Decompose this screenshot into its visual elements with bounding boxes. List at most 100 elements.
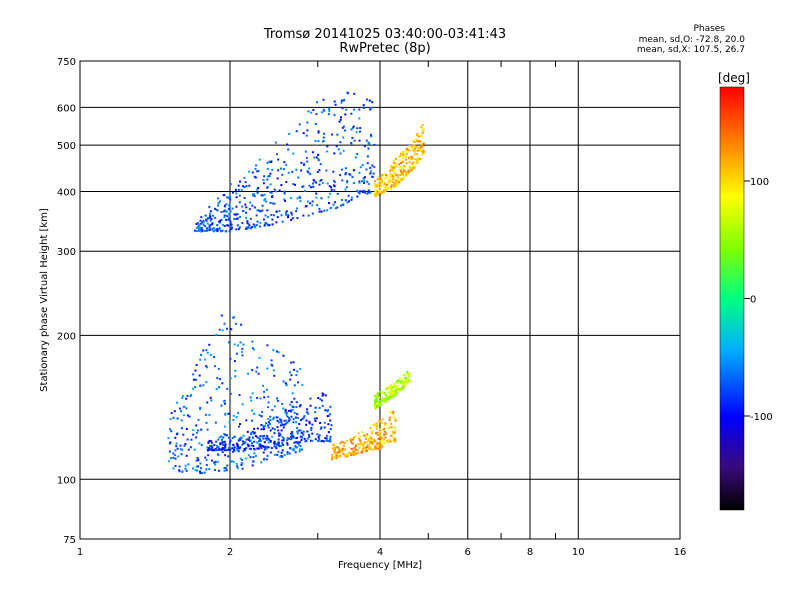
- data-point: [168, 442, 171, 445]
- data-point: [178, 465, 181, 468]
- data-point: [332, 447, 335, 450]
- data-point: [252, 447, 255, 450]
- data-point: [204, 229, 207, 232]
- data-point: [323, 209, 326, 212]
- data-point: [362, 181, 365, 184]
- data-point: [380, 179, 383, 182]
- data-point: [417, 135, 420, 138]
- data-point: [189, 395, 192, 398]
- data-point: [290, 213, 293, 216]
- data-point: [249, 456, 252, 459]
- data-point: [339, 118, 342, 121]
- data-point: [311, 423, 314, 426]
- data-point: [186, 414, 189, 417]
- data-point: [272, 214, 275, 217]
- data-point: [345, 186, 348, 189]
- data-point: [196, 221, 199, 224]
- data-point: [340, 199, 343, 202]
- data-point: [261, 204, 264, 207]
- data-point: [407, 169, 410, 172]
- data-point: [226, 196, 229, 199]
- data-point: [278, 210, 281, 213]
- data-point: [360, 442, 363, 445]
- data-point: [205, 227, 208, 230]
- data-point: [347, 446, 350, 449]
- data-point: [241, 403, 244, 406]
- data-point: [333, 185, 336, 188]
- data-point: [389, 440, 392, 443]
- data-point: [225, 203, 228, 206]
- data-point: [306, 408, 309, 411]
- data-point: [320, 426, 323, 429]
- x-tick-label: 6: [465, 547, 471, 558]
- data-point: [273, 428, 276, 431]
- data-point: [414, 149, 417, 152]
- data-point: [376, 434, 379, 437]
- data-point: [296, 197, 299, 200]
- data-point: [262, 437, 265, 440]
- data-point: [229, 228, 232, 231]
- data-point: [198, 470, 201, 473]
- data-point: [373, 446, 376, 449]
- data-point: [307, 110, 310, 113]
- data-point: [225, 434, 228, 437]
- data-point: [197, 459, 200, 462]
- data-point: [236, 465, 239, 468]
- data-point: [252, 223, 255, 226]
- data-point: [298, 450, 301, 453]
- data-point: [224, 446, 227, 449]
- data-point: [305, 419, 308, 422]
- data-point: [262, 434, 265, 437]
- data-point: [236, 442, 239, 445]
- data-point: [286, 439, 289, 442]
- data-point: [262, 218, 265, 221]
- data-point: [242, 442, 245, 445]
- data-point: [241, 440, 244, 443]
- data-point: [400, 168, 403, 171]
- data-point: [299, 196, 302, 199]
- data-point: [375, 440, 378, 443]
- data-point: [295, 421, 298, 424]
- data-point: [312, 108, 315, 111]
- data-point: [350, 198, 353, 201]
- data-point: [257, 170, 260, 173]
- colorbar-label: [deg]: [718, 71, 750, 85]
- data-point: [395, 392, 398, 395]
- data-point: [308, 433, 311, 436]
- data-point: [269, 172, 272, 175]
- data-point: [291, 217, 294, 220]
- data-point: [398, 163, 401, 166]
- data-point: [356, 152, 359, 155]
- data-point: [202, 219, 205, 222]
- data-point: [388, 416, 391, 419]
- data-point: [245, 447, 248, 450]
- data-point: [296, 370, 299, 373]
- data-point: [206, 217, 209, 220]
- data-point: [241, 354, 244, 357]
- data-point: [323, 440, 326, 443]
- data-point: [339, 174, 342, 177]
- data-point: [310, 428, 313, 431]
- data-point: [408, 145, 411, 148]
- data-point: [375, 447, 378, 450]
- data-point: [406, 370, 409, 373]
- data-point: [401, 379, 404, 382]
- data-point: [228, 196, 231, 199]
- data-point: [422, 151, 425, 154]
- data-point: [370, 430, 373, 433]
- data-point: [203, 471, 206, 474]
- data-point: [356, 449, 359, 452]
- data-point: [342, 136, 345, 139]
- data-point: [271, 223, 274, 226]
- data-point: [266, 418, 269, 421]
- data-point: [392, 176, 395, 179]
- data-point: [331, 454, 334, 457]
- data-point: [324, 394, 327, 397]
- data-point: [246, 222, 249, 225]
- data-point: [368, 191, 371, 194]
- data-point: [230, 223, 233, 226]
- data-point: [373, 424, 376, 427]
- data-point: [351, 438, 354, 441]
